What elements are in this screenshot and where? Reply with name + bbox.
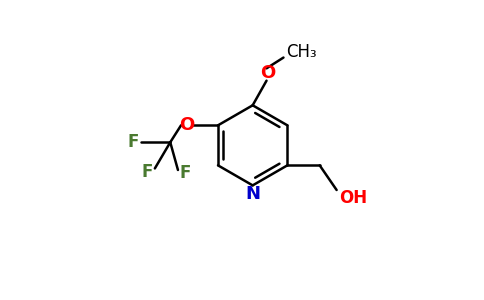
Text: F: F xyxy=(180,164,191,182)
Text: OH: OH xyxy=(339,189,367,207)
Text: N: N xyxy=(245,185,260,203)
Text: O: O xyxy=(260,64,276,82)
Text: O: O xyxy=(179,116,194,134)
Text: F: F xyxy=(141,163,153,181)
Text: CH₃: CH₃ xyxy=(286,43,317,61)
Text: F: F xyxy=(128,133,139,151)
